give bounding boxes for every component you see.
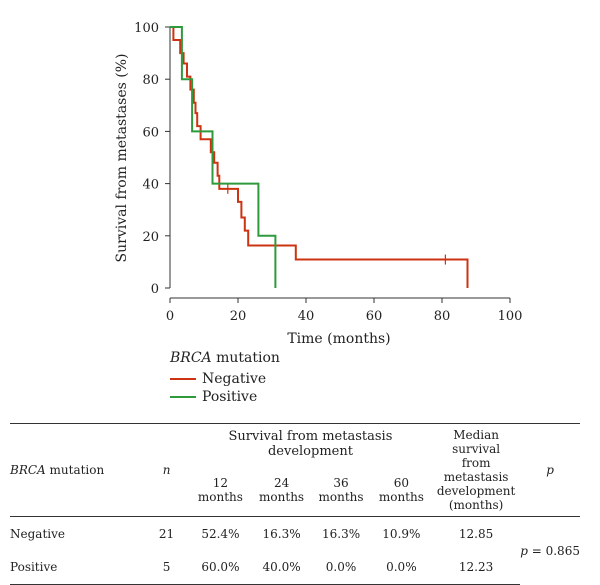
- legend-label-positive: Positive: [202, 389, 258, 405]
- legend-swatch-positive: [170, 396, 196, 398]
- x-tick-label: 80: [434, 309, 451, 324]
- table-row-positive: Positive 5 60.0% 40.0% 0.0% 0.0% 12.23: [10, 550, 580, 585]
- y-tick-label: 20: [142, 230, 159, 245]
- legend: BRCA mutation Negative Positive: [170, 350, 280, 406]
- subheader-60m: 60 months: [378, 475, 424, 504]
- p-value-symbol: p: [520, 543, 528, 558]
- subheader-12m: 12 months: [197, 475, 243, 504]
- row-n: 21: [144, 516, 189, 551]
- p-value-number: = 0.865: [527, 543, 580, 558]
- y-tick-label: 100: [134, 21, 159, 36]
- y-tick-label: 0: [151, 282, 159, 297]
- curve-negative: [170, 26, 469, 288]
- y-axis-label: Survival from metastases (%): [114, 54, 130, 263]
- survival-curves: [170, 26, 469, 288]
- header-mutation: BRCA mutation: [10, 423, 145, 517]
- p-value-cell: p = 0.865: [520, 516, 580, 585]
- x-tick-label: 0: [166, 309, 174, 324]
- header-median-line4: (months): [448, 498, 504, 512]
- y-tick-label: 60: [142, 125, 159, 140]
- header-median-line2: from metastasis: [443, 456, 509, 484]
- x-tick-label: 60: [366, 309, 383, 324]
- row-median: 12.23: [431, 550, 521, 585]
- header-survival-group: Survival from metastasis development: [188, 422, 432, 464]
- legend-title-rest: mutation: [211, 350, 280, 366]
- header-mutation-rest: mutation: [45, 463, 105, 477]
- header-median-line1: Median survival: [452, 428, 501, 456]
- row-label: Positive: [10, 550, 145, 585]
- row-24m: 40.0%: [251, 550, 312, 585]
- table-row-negative: Negative 21 52.4% 16.3% 16.3% 10.9% 12.8…: [10, 516, 580, 585]
- row-24m: 16.3%: [251, 516, 312, 551]
- legend-swatch-negative: [170, 378, 196, 380]
- header-n: n: [144, 423, 189, 517]
- axes: 0 20 40 60 80 100 0 20 40 60 80 100: [134, 21, 522, 324]
- curve-positive: [170, 26, 277, 288]
- x-axis-label: Time (months): [287, 331, 390, 347]
- row-36m: 16.3%: [311, 516, 371, 551]
- subheader-36m: 36 months: [318, 475, 364, 504]
- y-tick-label: 40: [142, 178, 159, 193]
- y-tick-label: 80: [142, 73, 159, 88]
- x-tick-label: 100: [498, 309, 523, 324]
- header-median-line3: development: [436, 484, 516, 498]
- x-tick-label: 40: [298, 309, 315, 324]
- x-tick-label: 20: [230, 309, 247, 324]
- row-label: Negative: [10, 516, 145, 551]
- header-mutation-gene: BRCA: [10, 463, 46, 477]
- legend-item-positive: Positive: [170, 388, 280, 406]
- row-12m: 60.0%: [188, 550, 252, 585]
- legend-label-negative: Negative: [202, 371, 267, 387]
- legend-item-negative: Negative: [170, 370, 280, 388]
- header-median: Median survival from metastasis developm…: [431, 423, 521, 517]
- row-60m: 0.0%: [370, 550, 432, 585]
- row-median: 12.85: [431, 516, 521, 551]
- legend-title-gene: BRCA: [170, 350, 212, 366]
- km-chart: 0 20 40 60 80 100 0 20 40 60 80 100 Survival from m…: [114, 21, 522, 347]
- header-p: p: [520, 423, 580, 517]
- row-60m: 10.9%: [370, 516, 432, 551]
- row-12m: 52.4%: [188, 516, 252, 551]
- survival-table: BRCA mutation n Survival from metastasis…: [10, 422, 580, 585]
- legend-title: BRCA mutation: [170, 350, 280, 366]
- row-n: 5: [144, 550, 189, 585]
- row-36m: 0.0%: [311, 550, 371, 585]
- subheader-24m: 24 months: [259, 475, 305, 504]
